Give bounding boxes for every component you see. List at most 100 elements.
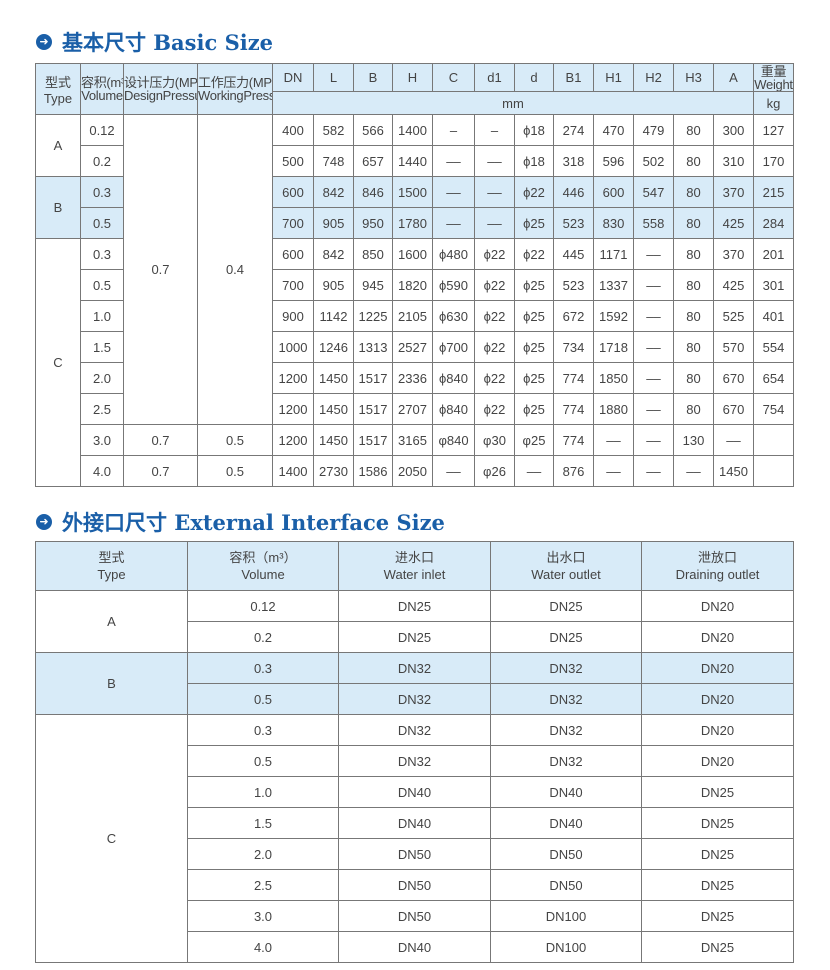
value-cell: 170: [753, 145, 794, 177]
value-cell: 80: [673, 331, 714, 363]
value-cell: 850: [353, 238, 393, 270]
value-cell: ϕ25: [514, 362, 554, 394]
table-row: 2.0 DN50 DN50 DN25: [36, 838, 794, 870]
value-cell: 774: [553, 424, 594, 456]
water-outlet-cell: DN32: [490, 714, 642, 746]
value-cell: 3165: [392, 424, 433, 456]
value-cell: ϕ22: [474, 362, 515, 394]
value-cell: ––: [633, 455, 674, 487]
table-row: 0.2 500 748 657 1440 –– –– ϕ18 318 596 502 80 310 170: [36, 145, 794, 177]
table-row: A 0.12 DN25 DN25 DN20: [35, 590, 794, 653]
draining-outlet-cell: DN20: [641, 714, 794, 746]
value-cell: 1225: [353, 300, 393, 332]
value-cell: 1450: [713, 455, 754, 487]
value-cell: 80: [673, 114, 714, 146]
design-pressure-cell: 0.7: [123, 424, 198, 456]
value-cell: 425: [713, 269, 754, 301]
table-row: 1.0 DN40 DN40 DN25: [36, 776, 794, 808]
value-cell: 445: [553, 238, 594, 270]
cell-text: WorkingPressure: [198, 88, 272, 103]
value-cell: 446: [553, 176, 594, 208]
volume-cell: 0.3: [187, 652, 339, 684]
header-h1: H1: [593, 63, 634, 92]
value-cell: 80: [673, 300, 714, 332]
value-cell: ϕ590: [432, 269, 475, 301]
value-cell: 2050: [392, 455, 433, 487]
value-cell: 600: [593, 176, 634, 208]
header-b: B: [353, 63, 393, 92]
cell-text: 出水口: [546, 550, 586, 565]
value-cell: 1450: [313, 424, 354, 456]
value-cell: 657: [353, 145, 393, 177]
value-cell: 566: [353, 114, 393, 146]
value-cell: ϕ22: [474, 393, 515, 425]
table-row: 0.2 DN25 DN25 DN20: [36, 621, 794, 653]
header-water-inlet: 进水口 Water inlet: [338, 541, 491, 591]
interface-size-table: 型式 Type 容积（m³） Volume 进水口 Water inlet 出水口 Water…: [35, 541, 794, 963]
value-cell: ϕ18: [514, 145, 554, 177]
value-cell: 1880: [593, 393, 634, 425]
value-cell: 1820: [392, 269, 433, 301]
table-row: 3.0 DN50 DN100 DN25: [36, 900, 794, 932]
volume-cell: 0.2: [187, 621, 339, 653]
value-cell: 596: [593, 145, 634, 177]
header-type: 型式 Type: [35, 541, 188, 591]
value-cell: ––: [474, 207, 515, 239]
header-d: d: [514, 63, 554, 92]
value-cell: 525: [713, 300, 754, 332]
value-cell: φ30: [474, 424, 515, 456]
cell-text: Type: [97, 567, 126, 582]
water-inlet-cell: DN32: [338, 652, 491, 684]
value-cell: 1200: [272, 424, 314, 456]
value-cell: 1337: [593, 269, 634, 301]
value-cell: ϕ25: [514, 300, 554, 332]
value-cell: 734: [553, 331, 594, 363]
value-cell: ϕ18: [514, 114, 554, 146]
cell-text: DesignPressure: [124, 88, 197, 103]
value-cell: 80: [673, 393, 714, 425]
volume-cell: 1.5: [80, 331, 124, 363]
value-cell: φ26: [474, 455, 515, 487]
header-h2: H2: [633, 63, 674, 92]
value-cell: ––: [474, 176, 515, 208]
value-cell: 654: [753, 362, 794, 394]
value-cell: ϕ630: [432, 300, 475, 332]
draining-outlet-cell: DN25: [641, 931, 794, 963]
cell-text: 泄放口: [697, 550, 737, 565]
value-cell: 670: [713, 393, 754, 425]
value-cell: 2336: [392, 362, 433, 394]
header-working-pressure: 工作压力(MPa)WorkingPressure: [197, 63, 273, 115]
value-cell: 80: [673, 176, 714, 208]
unit-mm: mm: [272, 91, 754, 115]
value-cell: 547: [633, 176, 674, 208]
draining-outlet-cell: DN20: [641, 590, 794, 622]
water-inlet-cell: DN50: [338, 900, 491, 932]
table-row: 0.5 DN32 DN32 DN20: [36, 683, 794, 715]
value-cell: 754: [753, 393, 794, 425]
value-cell: 300: [713, 114, 754, 146]
value-cell: ϕ25: [514, 269, 554, 301]
value-cell: ––: [474, 145, 515, 177]
volume-cell: 1.0: [187, 776, 339, 808]
value-cell: 876: [553, 455, 594, 487]
value-cell: 310: [713, 145, 754, 177]
value-cell: 1517: [353, 424, 393, 456]
value-cell: 1313: [353, 331, 393, 363]
draining-outlet-cell: DN20: [641, 683, 794, 715]
value-cell: 774: [553, 393, 594, 425]
value-cell: 215: [753, 176, 794, 208]
value-cell: 523: [553, 269, 594, 301]
value-cell: ϕ22: [514, 238, 554, 270]
value-cell: 1450: [313, 362, 354, 394]
water-outlet-cell: DN25: [490, 621, 642, 653]
volume-cell: 0.5: [187, 745, 339, 777]
section-title-text: 外接口尺寸 External Interface Size: [62, 510, 445, 535]
header-volume: 容积(m³)Volume: [80, 63, 124, 115]
draining-outlet-cell: DN25: [641, 900, 794, 932]
table-row: 2.5 DN50 DN50 DN25: [36, 869, 794, 901]
header-h: H: [392, 63, 433, 92]
value-cell: 80: [673, 238, 714, 270]
value-cell: 1600: [392, 238, 433, 270]
value-cell: 905: [313, 207, 354, 239]
header-c: C: [432, 63, 475, 92]
